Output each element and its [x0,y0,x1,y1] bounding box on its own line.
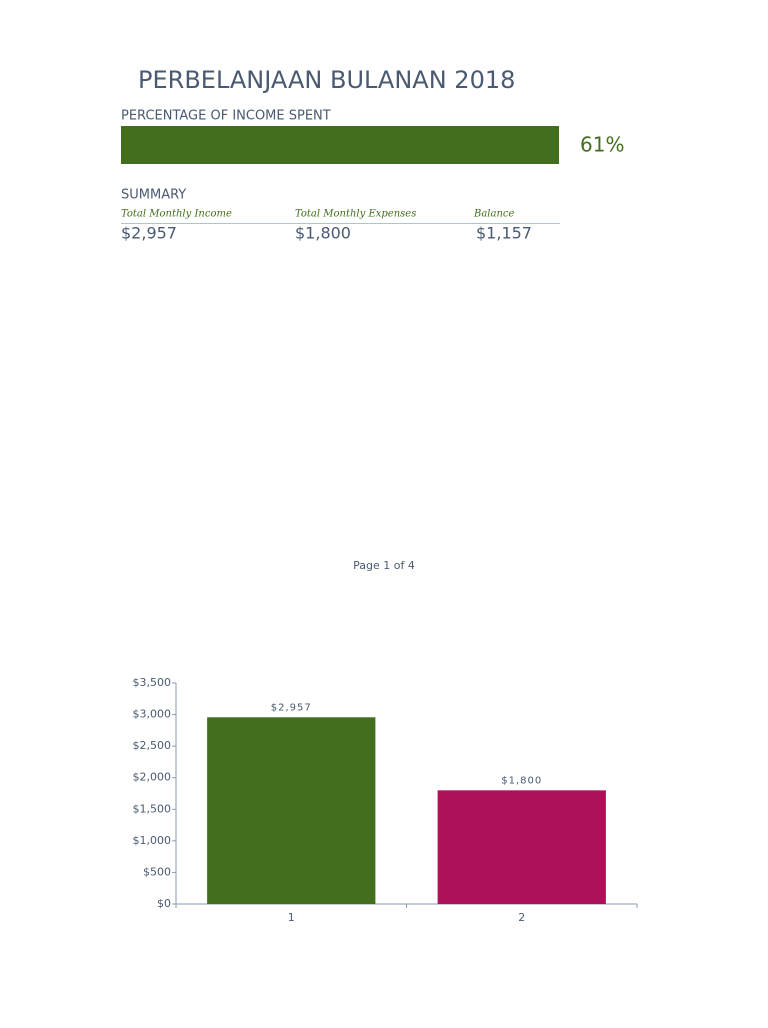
summary-value: $1,157 [476,224,532,243]
summary-value: $1,800 [295,224,351,243]
progress-label: PERCENTAGE OF INCOME SPENT [121,109,331,124]
x-tick-label: 2 [518,911,525,924]
summary-column: Total Monthly Income [121,209,232,220]
data-label: $1,800 [501,775,542,786]
y-tick-label: $1,000 [133,834,172,847]
progress-bar [121,126,559,164]
y-tick-label: $2,000 [133,771,172,784]
bar [207,717,376,904]
y-tick-label: $1,500 [133,802,172,815]
progress-percent: 61% [580,133,624,157]
summary-heading: SUMMARY [121,188,186,203]
summary-value: $2,957 [121,224,177,243]
title: PERBELANJAAN BULANAN 2018 [138,66,515,94]
y-tick-label: $3,500 [133,676,172,689]
y-tick-label: $3,000 [133,708,172,721]
data-label: $2,957 [271,702,312,713]
y-tick-label: $2,500 [133,739,172,752]
x-tick-label: 1 [288,911,295,924]
page-footer: Page 1 of 4 [353,559,415,572]
summary-column: Total Monthly Expenses [295,209,416,220]
bar [437,790,606,904]
y-tick-label: $500 [143,865,171,878]
y-tick-label: $0 [157,897,171,910]
summary-column: Balance [473,209,515,220]
